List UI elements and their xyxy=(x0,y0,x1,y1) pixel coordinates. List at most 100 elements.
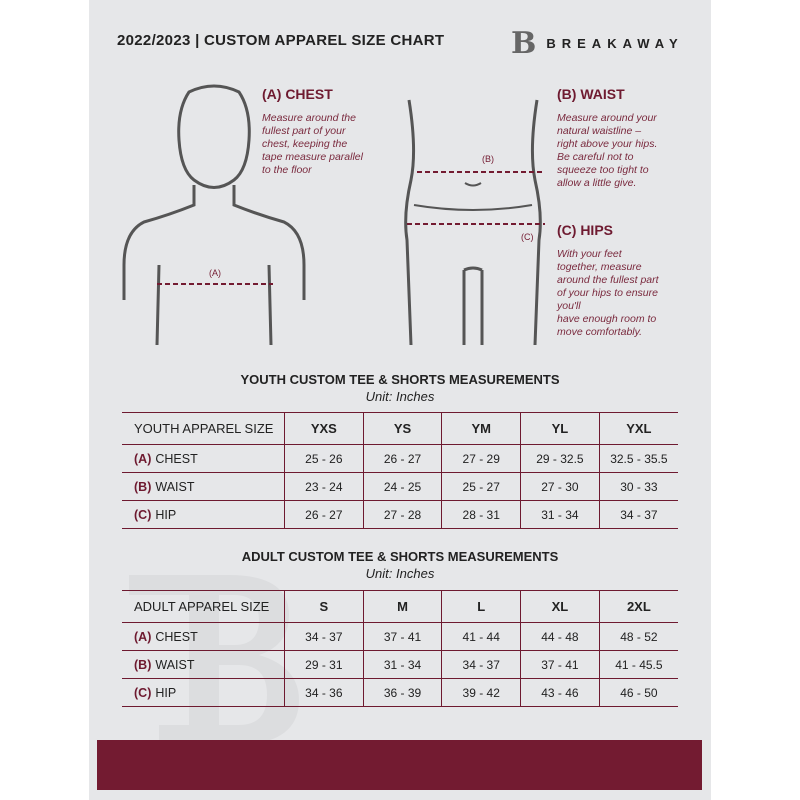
size-header: YL xyxy=(520,412,600,445)
table-cell: 23 - 24 xyxy=(284,472,364,501)
desc-line: allow a little give. xyxy=(557,177,637,189)
desc-line: Be careful not to xyxy=(557,151,634,163)
measure-code: (A) xyxy=(134,451,152,466)
waist-heading: (B) WAIST xyxy=(557,86,625,102)
measure-name: WAIST xyxy=(155,657,195,672)
youth-table-unit: Unit: Inches xyxy=(365,389,435,404)
size-header: YS xyxy=(363,412,443,445)
measure-code: (B) xyxy=(134,479,152,494)
table-row: (A) CHEST 34 - 37 37 - 41 41 - 44 44 - 48 48 -… xyxy=(122,622,678,651)
table-cell: 34 - 37 xyxy=(284,622,364,651)
measure-name: HIP xyxy=(155,685,177,700)
measure-name: WAIST xyxy=(155,479,195,494)
measure-code: (C) xyxy=(134,685,152,700)
hips-description: With your feet together, measure around th… xyxy=(557,248,659,339)
measure-name: CHEST xyxy=(155,451,198,466)
measure-code: (A) xyxy=(134,629,152,644)
waist-description: Measure around your natural waistline – ri… xyxy=(557,112,657,190)
header-row: ADULT APPAREL SIZE S M L XL 2XL xyxy=(122,590,678,623)
brand-name: BREAKAWAY xyxy=(546,36,684,51)
waist-marker-label: (B) xyxy=(482,154,494,164)
lower-body-silhouette xyxy=(404,99,542,346)
size-header: YXS xyxy=(284,412,364,445)
hips-marker-label: (C) xyxy=(521,232,534,242)
table-cell: 34 - 37 xyxy=(599,500,678,529)
desc-line: right above your hips. xyxy=(557,138,658,150)
measure-code: (B) xyxy=(134,657,152,672)
size-header: L xyxy=(441,590,522,623)
size-label: ADULT APPAREL SIZE xyxy=(122,590,285,623)
size-header: M xyxy=(363,590,443,623)
desc-line: of your hips to ensure xyxy=(557,287,658,299)
table-cell: 37 - 41 xyxy=(520,650,600,679)
adult-table-unit: Unit: Inches xyxy=(365,566,435,581)
table-cell: 27 - 30 xyxy=(520,472,600,501)
desc-line: move comfortably. xyxy=(557,326,642,338)
desc-line: have enough room to xyxy=(557,313,657,325)
hips-heading: (C) HIPS xyxy=(557,222,613,238)
table-cell: 34 - 36 xyxy=(284,678,364,707)
brand-mark-icon: B xyxy=(511,26,537,61)
table-cell: 24 - 25 xyxy=(363,472,443,501)
measure-label: (B) WAIST xyxy=(122,472,285,501)
header-row: YOUTH APPAREL SIZE YXS YS YM YL YXL xyxy=(122,412,678,445)
table-cell: 27 - 28 xyxy=(363,500,443,529)
measure-code: (C) xyxy=(134,507,152,522)
desc-line: tape measure parallel xyxy=(262,151,363,163)
upper-body-silhouette xyxy=(122,84,306,346)
table-cell: 31 - 34 xyxy=(520,500,600,529)
table-cell: 39 - 42 xyxy=(441,678,522,707)
table-cell: 25 - 27 xyxy=(441,472,522,501)
desc-line: With your feet xyxy=(557,248,622,260)
measure-name: HIP xyxy=(155,507,177,522)
table-cell: 37 - 41 xyxy=(363,622,443,651)
table-row: (A) CHEST 25 - 26 26 - 27 27 - 29 29 - 32.5 32… xyxy=(122,444,678,473)
table-cell: 34 - 37 xyxy=(441,650,522,679)
size-header: YXL xyxy=(599,412,678,445)
chest-heading: (A) CHEST xyxy=(262,86,333,102)
table-cell: 26 - 27 xyxy=(363,444,443,473)
table-cell: 31 - 34 xyxy=(363,650,443,679)
desc-line: chest, keeping the xyxy=(262,138,348,150)
table-cell: 28 - 31 xyxy=(441,500,522,529)
table-cell: 41 - 45.5 xyxy=(599,650,678,679)
youth-size-table: YOUTH APPAREL SIZE YXS YS YM YL YXL (A) CHEST 25… xyxy=(122,412,678,529)
adult-size-table: ADULT APPAREL SIZE S M L XL 2XL (A) CHEST 34 - 3… xyxy=(122,590,678,707)
table-cell: 32.5 - 35.5 xyxy=(599,444,678,473)
table-cell: 26 - 27 xyxy=(284,500,364,529)
desc-line: squeeze too tight to xyxy=(557,164,649,176)
desc-line: natural waistline – xyxy=(557,125,642,137)
table-cell: 41 - 44 xyxy=(441,622,522,651)
table-row: (C) HIP 34 - 36 36 - 39 39 - 42 43 - 46 46 - 5… xyxy=(122,678,678,707)
desc-line: around the fullest part xyxy=(557,274,659,286)
table-row: (C) HIP 26 - 27 27 - 28 28 - 31 31 - 34 34 - 3… xyxy=(122,500,678,529)
footer-bar xyxy=(97,740,702,790)
measure-label: (C) HIP xyxy=(122,678,285,707)
size-header: YM xyxy=(441,412,522,445)
chest-description: Measure around the fullest part of your ch… xyxy=(262,112,363,177)
table-cell: 27 - 29 xyxy=(441,444,522,473)
measure-label: (A) CHEST xyxy=(122,622,285,651)
size-label: YOUTH APPAREL SIZE xyxy=(122,412,285,445)
desc-line: Measure around your xyxy=(557,112,657,124)
size-header: XL xyxy=(520,590,600,623)
measure-name: CHEST xyxy=(155,629,198,644)
measure-label: (A) CHEST xyxy=(122,444,285,473)
youth-table-title: YOUTH CUSTOM TEE & SHORTS MEASUREMENTS xyxy=(240,372,560,387)
brand-logo: B BREAKAWAY xyxy=(511,26,684,61)
table-cell: 48 - 52 xyxy=(599,622,678,651)
size-chart-page: 2022/2023 | CUSTOM APPAREL SIZE CHART B … xyxy=(89,0,711,800)
desc-line: fullest part of your xyxy=(262,125,346,137)
table-cell: 30 - 33 xyxy=(599,472,678,501)
table-cell: 43 - 46 xyxy=(520,678,600,707)
table-cell: 36 - 39 xyxy=(363,678,443,707)
table-row: (B) WAIST 29 - 31 31 - 34 34 - 37 37 - 41 41 -… xyxy=(122,650,678,679)
table-cell: 29 - 32.5 xyxy=(520,444,600,473)
table-cell: 46 - 50 xyxy=(599,678,678,707)
desc-line: you'll xyxy=(557,300,581,312)
size-header: 2XL xyxy=(599,590,678,623)
adult-table-title: ADULT CUSTOM TEE & SHORTS MEASUREMENTS xyxy=(241,549,559,564)
desc-line: together, measure xyxy=(557,261,642,273)
measure-label: (B) WAIST xyxy=(122,650,285,679)
page-title: 2022/2023 | CUSTOM APPAREL SIZE CHART xyxy=(117,32,445,49)
